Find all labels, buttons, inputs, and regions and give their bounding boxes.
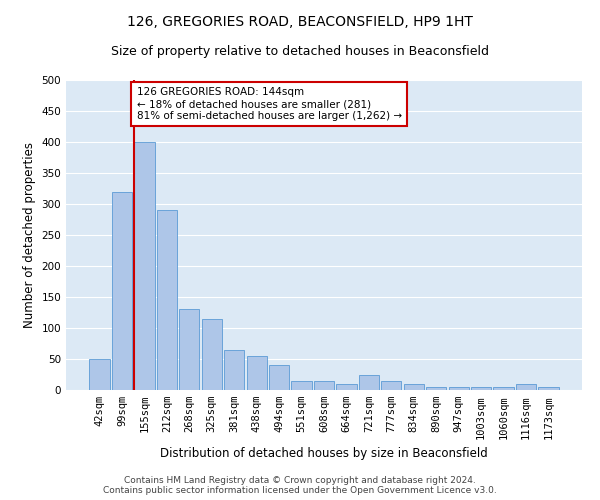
Bar: [179, 310, 199, 390]
Bar: [224, 350, 244, 390]
Bar: [404, 384, 424, 390]
Bar: [89, 359, 110, 390]
Bar: [426, 387, 446, 390]
Bar: [134, 142, 155, 390]
Text: 126, GREGORIES ROAD, BEACONSFIELD, HP9 1HT: 126, GREGORIES ROAD, BEACONSFIELD, HP9 1…: [127, 15, 473, 29]
Bar: [157, 210, 177, 390]
Bar: [471, 387, 491, 390]
Bar: [269, 365, 289, 390]
Bar: [493, 387, 514, 390]
Bar: [516, 384, 536, 390]
Bar: [359, 374, 379, 390]
Bar: [538, 387, 559, 390]
Bar: [314, 380, 334, 390]
Bar: [247, 356, 267, 390]
Bar: [337, 384, 356, 390]
X-axis label: Distribution of detached houses by size in Beaconsfield: Distribution of detached houses by size …: [160, 447, 488, 460]
Bar: [449, 387, 469, 390]
Bar: [292, 380, 311, 390]
Text: Size of property relative to detached houses in Beaconsfield: Size of property relative to detached ho…: [111, 45, 489, 58]
Text: 126 GREGORIES ROAD: 144sqm
← 18% of detached houses are smaller (281)
81% of sem: 126 GREGORIES ROAD: 144sqm ← 18% of deta…: [137, 88, 402, 120]
Bar: [112, 192, 132, 390]
Text: Contains HM Land Registry data © Crown copyright and database right 2024.
Contai: Contains HM Land Registry data © Crown c…: [103, 476, 497, 495]
Y-axis label: Number of detached properties: Number of detached properties: [23, 142, 36, 328]
Bar: [381, 380, 401, 390]
Bar: [202, 318, 222, 390]
